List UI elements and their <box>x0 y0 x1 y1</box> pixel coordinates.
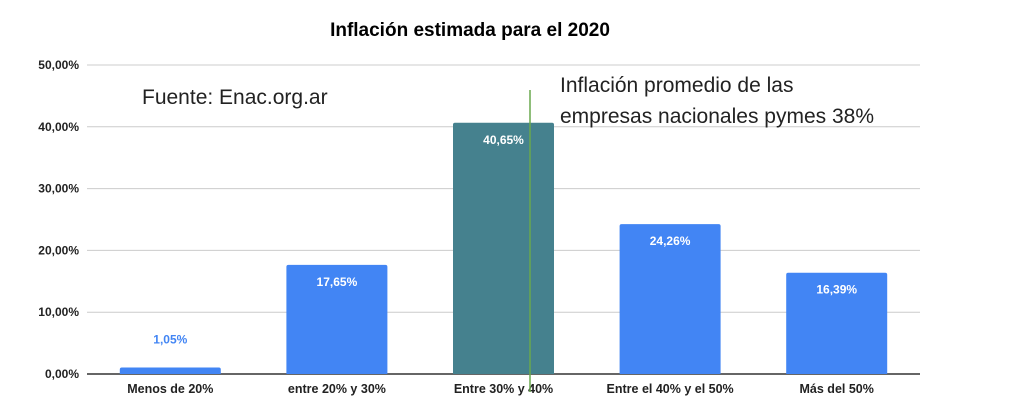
data-label: 16,39% <box>816 283 857 297</box>
x-tick-label: Más del 50% <box>800 382 874 396</box>
y-tick-label: 20,00% <box>38 243 79 257</box>
reference-line-label-1: Inflación promedio de las <box>560 74 793 97</box>
bar[interactable] <box>119 367 221 374</box>
chart-title: Inflación estimada para el 2020 <box>330 20 610 41</box>
y-tick-label: 50,00% <box>38 58 79 72</box>
y-tick-label: 40,00% <box>38 120 79 134</box>
x-tick-label: Entre 30% y 40% <box>454 382 553 396</box>
bar[interactable] <box>786 272 888 374</box>
x-tick-label: entre 20% y 30% <box>288 382 386 396</box>
y-tick-label: 0,00% <box>45 367 79 381</box>
y-tick-label: 10,00% <box>38 305 79 319</box>
source-annotation: Fuente: Enac.org.ar <box>142 86 328 109</box>
data-label: 17,65% <box>317 275 358 289</box>
y-tick-label: 30,00% <box>38 182 79 196</box>
data-label: 1,05% <box>153 333 187 347</box>
x-tick-label: Menos de 20% <box>127 382 213 396</box>
bar[interactable] <box>453 122 554 375</box>
data-label: 24,26% <box>650 234 691 248</box>
data-label: 40,65% <box>483 133 524 147</box>
bar[interactable] <box>619 224 721 374</box>
bar[interactable] <box>286 264 388 374</box>
reference-line-label-2: empresas nacionales pymes 38% <box>560 105 874 128</box>
x-tick-label: Entre el 40% y el 50% <box>607 382 734 396</box>
